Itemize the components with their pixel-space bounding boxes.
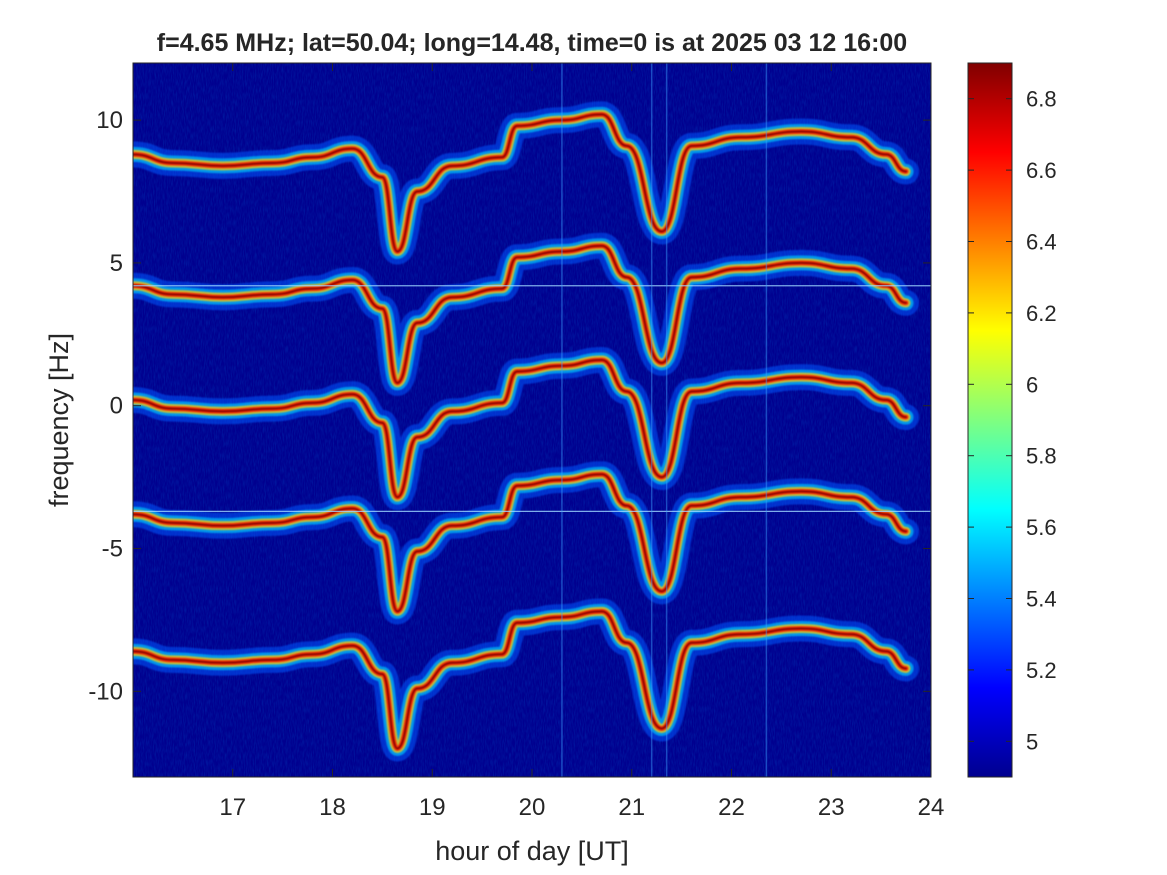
y-tick-label: 10: [96, 107, 123, 134]
trace-band: [133, 473, 908, 613]
colorbar-frame: [967, 62, 1013, 778]
colorbar-gradient: [968, 63, 1012, 777]
doppler-trace: [133, 232, 920, 396]
colorbar-tick-label: 5: [1026, 729, 1038, 754]
colorbar-tick-label: 6: [1026, 372, 1038, 397]
x-tick-label: 21: [618, 794, 645, 821]
x-tick-label: 23: [818, 794, 845, 821]
colorbar-tick-label: 6.4: [1026, 230, 1057, 255]
plot-area: [132, 62, 932, 778]
y-axis: 10 5 0 -5 -10: [88, 107, 931, 705]
y-axis-label: frequency [Hz]: [44, 333, 74, 507]
colorbar: 6.8 6.6 6.4 6.2 6 5.8 5.6 5.4 5.2 5: [967, 62, 1057, 778]
colorbar-tick-label: 5.8: [1026, 444, 1057, 469]
y-tick-label: -10: [88, 678, 123, 705]
y-tick-label: 0: [110, 393, 123, 420]
y-tick-label: -5: [102, 536, 123, 563]
chart-title: f=4.65 MHz; lat=50.04; long=14.48, time=…: [157, 29, 907, 57]
colorbar-tick-label: 6.8: [1026, 87, 1057, 112]
trace-band: [133, 610, 908, 750]
colorbar-tick-label: 5.4: [1026, 587, 1057, 612]
trace-band: [133, 244, 908, 384]
trace-band: [133, 359, 908, 499]
x-axis: 17 18 19 20 21 22 23 24: [219, 63, 944, 821]
doppler-trace: [133, 347, 920, 511]
x-tick-label: 24: [918, 794, 945, 821]
x-tick-label: 19: [419, 794, 446, 821]
y-tick-label: 5: [110, 250, 123, 277]
colorbar-tick-label: 5.6: [1026, 515, 1057, 540]
doppler-trace: [133, 598, 920, 762]
x-tick-label: 17: [219, 794, 246, 821]
doppler-trace: [133, 101, 920, 265]
x-tick-label: 18: [319, 794, 346, 821]
x-tick-label: 20: [519, 794, 546, 821]
doppler-trace: [133, 461, 920, 625]
x-axis-label: hour of day [UT]: [435, 836, 629, 866]
x-tick-label: 22: [718, 794, 745, 821]
colorbar-tick-label: 6.6: [1026, 158, 1057, 183]
colorbar-tick-label: 5.2: [1026, 658, 1057, 683]
colorbar-tick-label: 6.2: [1026, 301, 1057, 326]
trace-band: [133, 113, 908, 253]
